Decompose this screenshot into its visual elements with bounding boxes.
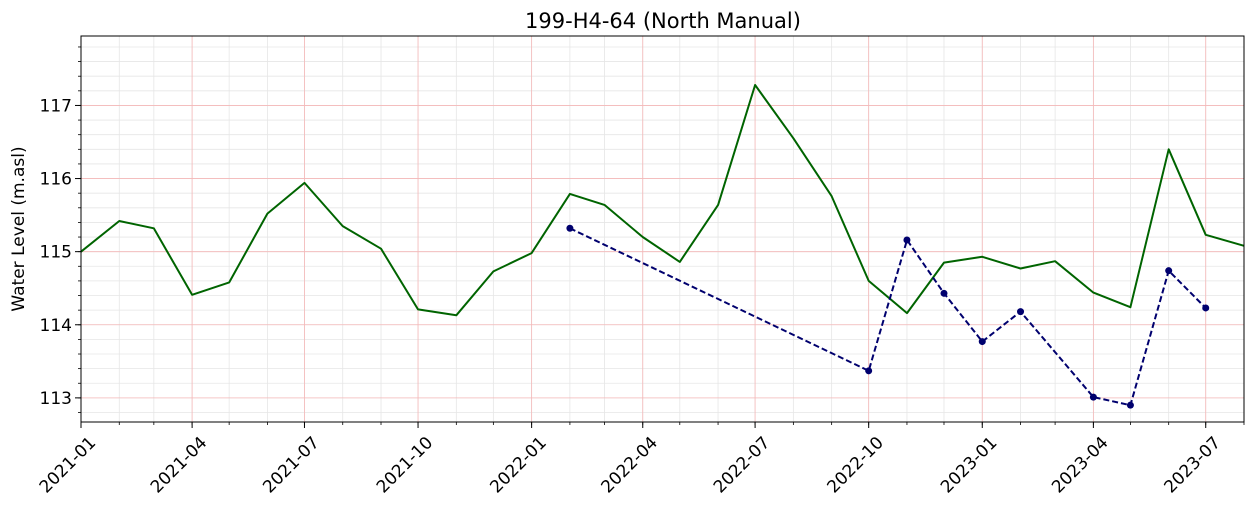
y-axis: 113 114 115 116 117 <box>40 46 81 413</box>
x-tick-label: 2023-07 <box>1161 433 1225 497</box>
data-point <box>865 367 873 375</box>
x-tick-label: 2021-07 <box>259 433 323 497</box>
series-layer <box>80 84 1245 409</box>
series-line-2 <box>569 227 1207 407</box>
data-point <box>1126 401 1134 409</box>
x-tick-label: 2021-04 <box>147 433 211 497</box>
x-tick-label: 2022-04 <box>598 433 662 497</box>
y-tick-label: 115 <box>40 243 72 263</box>
y-tick-label: 114 <box>40 316 72 336</box>
data-point <box>940 289 948 297</box>
chart-title: 199-H4-64 (North Manual) <box>525 9 801 33</box>
y-axis-label: Water Level (m.asl) <box>9 146 29 311</box>
data-point <box>903 236 911 244</box>
y-tick-label: 116 <box>40 170 72 190</box>
x-tick-label: 2022-07 <box>710 433 774 497</box>
data-point <box>1202 304 1210 312</box>
data-point <box>1089 393 1097 401</box>
x-tick-label: 2022-01 <box>486 433 550 497</box>
x-tick-label: 2021-10 <box>373 433 437 497</box>
y-tick-label: 113 <box>40 389 72 409</box>
x-tick-label: 2022-10 <box>823 433 887 497</box>
y-tick-label: 117 <box>40 96 72 116</box>
data-point <box>978 338 986 346</box>
major-grid <box>80 36 1244 422</box>
x-tick-label: 2023-04 <box>1048 433 1112 497</box>
data-point <box>1165 267 1173 275</box>
data-point <box>566 224 574 232</box>
series-line-1 <box>80 84 1245 317</box>
data-point <box>1017 308 1025 316</box>
x-tick-label: 2023-01 <box>937 433 1001 497</box>
x-tick-label: 2021-01 <box>36 433 100 497</box>
x-axis: 2021-01 2021-04 2021-07 2021-10 2022-01 2022-… <box>36 422 1245 497</box>
minor-grid <box>80 36 1245 422</box>
plot-frame <box>80 35 1245 423</box>
